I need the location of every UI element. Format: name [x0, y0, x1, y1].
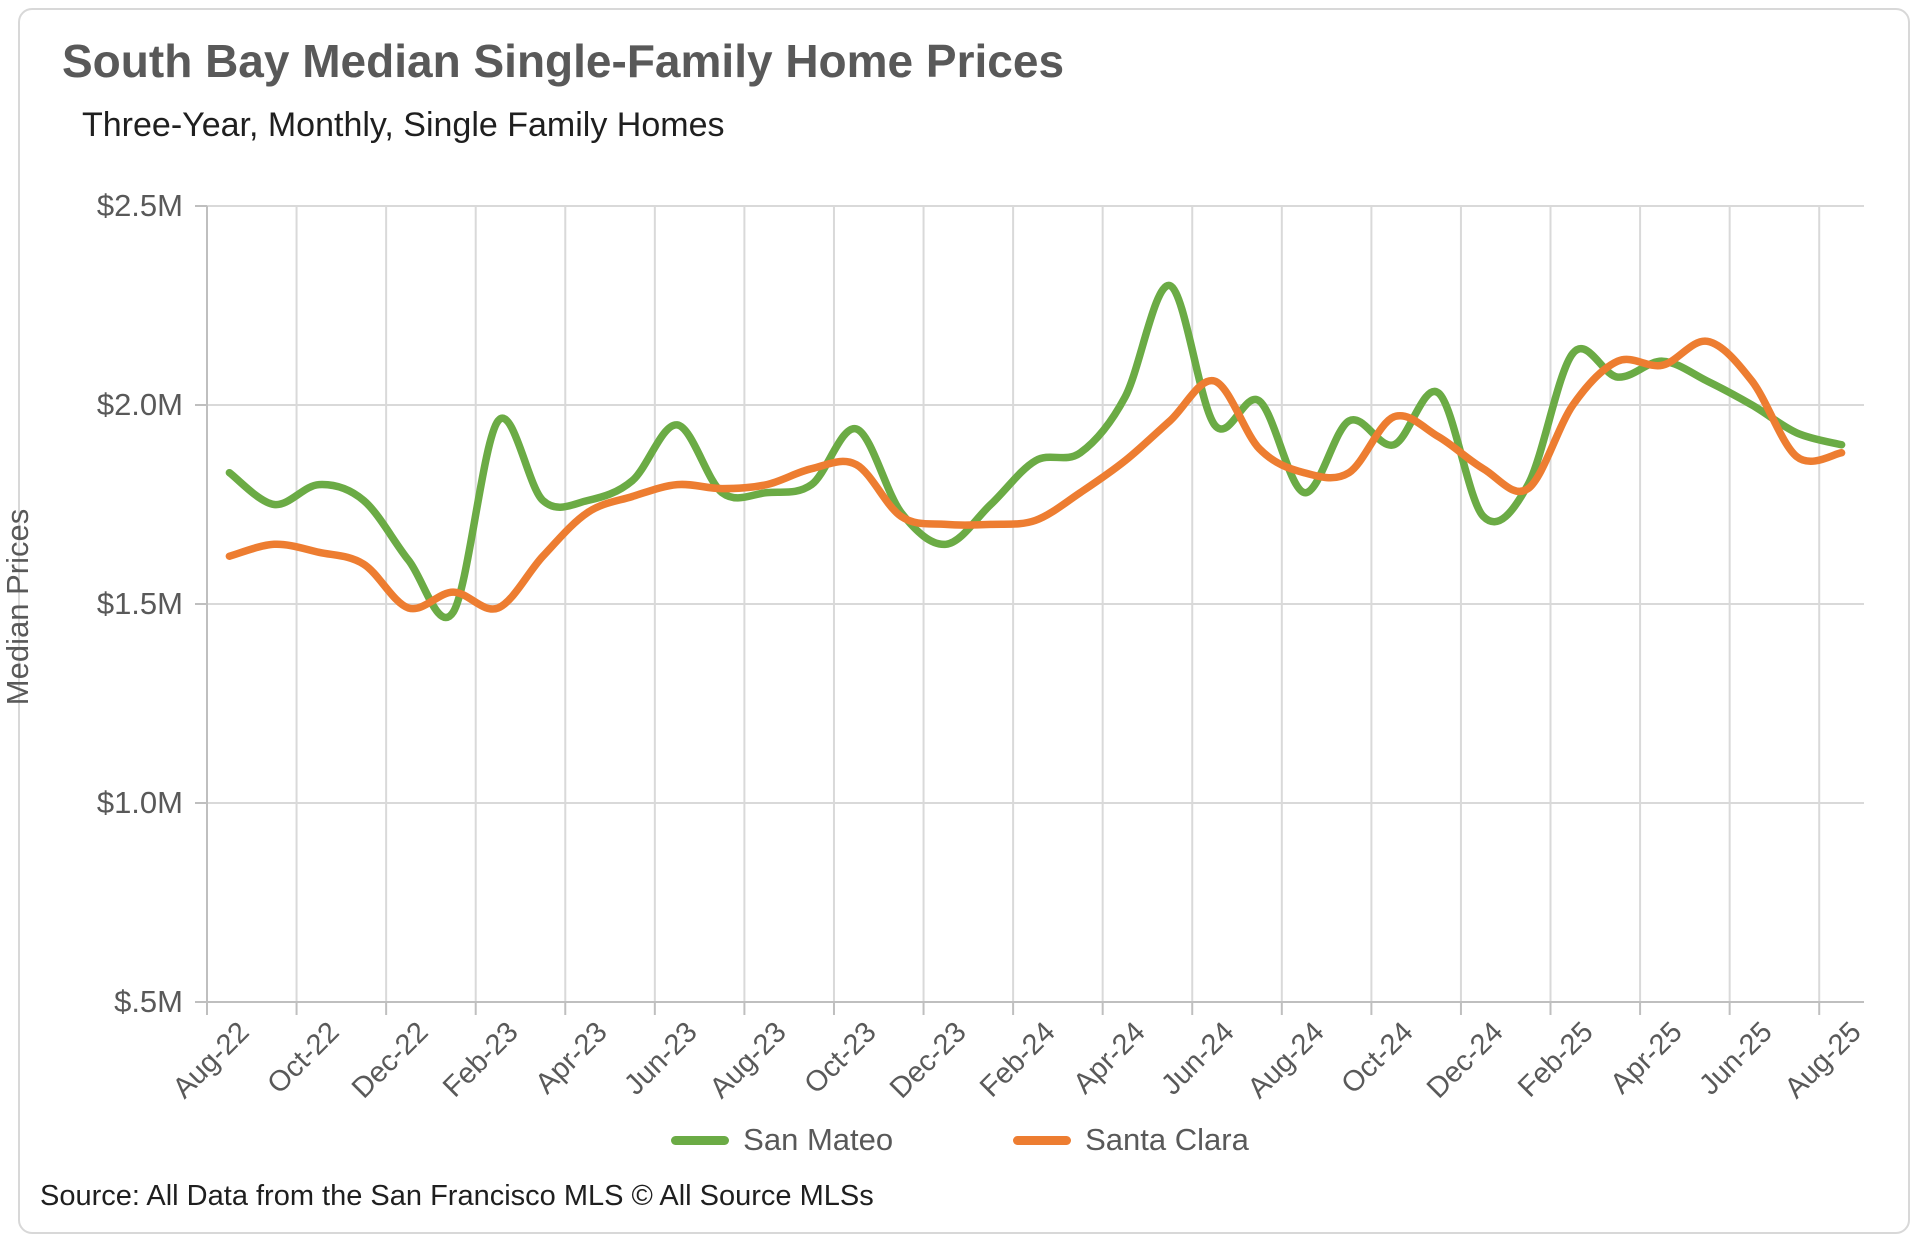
santa-clara-line-swatch-icon [1013, 1135, 1072, 1145]
chart-legend: San Mateo Santa Clara [0, 1122, 1920, 1158]
y-tick-label: $2.5M [96, 188, 183, 223]
y-tick-label: $1.0M [96, 785, 183, 820]
series-line-santa-clara [225, 337, 1846, 613]
y-tick-label: $1.5M [96, 586, 183, 621]
series-line-san-mateo [225, 281, 1846, 622]
legend-label-santa-clara: Santa Clara [1085, 1122, 1249, 1157]
source-note: Source: All Data from the San Francisco … [40, 1180, 874, 1212]
chart-title: South Bay Median Single-Family Home Pric… [62, 35, 1065, 87]
legend-label-san-mateo: San Mateo [743, 1122, 894, 1157]
legend-item-san-mateo: San Mateo [671, 1122, 893, 1158]
chart-subtitle: Three-Year, Monthly, Single Family Homes [82, 106, 725, 144]
y-tick-label: $2.0M [96, 387, 183, 422]
legend-item-santa-clara: Santa Clara [1013, 1122, 1249, 1158]
y-tick-label: $.5M [114, 984, 183, 1019]
san-mateo-line-swatch-icon [671, 1135, 730, 1145]
chart-card-border [18, 8, 1910, 1234]
